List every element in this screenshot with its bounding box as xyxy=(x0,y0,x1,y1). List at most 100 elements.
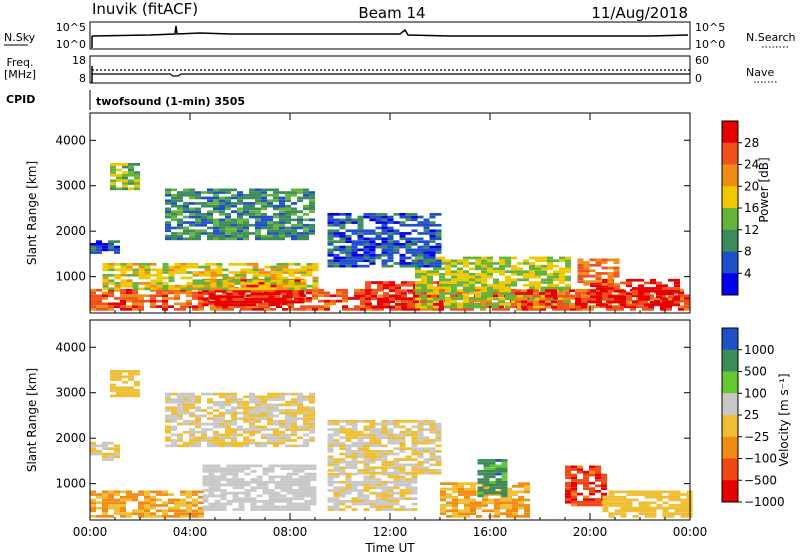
heatmap-cell xyxy=(399,478,406,481)
heatmap-cell xyxy=(363,450,370,453)
heatmap-cell xyxy=(255,417,261,420)
heatmap-cell xyxy=(381,466,388,470)
heatmap-cell xyxy=(608,504,615,507)
heatmap-cell xyxy=(590,298,596,301)
heatmap-cell xyxy=(280,494,287,498)
heatmap-cell xyxy=(638,292,644,296)
heatmap-cell xyxy=(180,305,186,308)
heatmap-cell xyxy=(114,240,120,243)
heatmap-cell xyxy=(225,204,231,208)
heatmap-cell xyxy=(216,265,223,269)
heatmap-cell xyxy=(228,279,235,283)
heatmap-cell xyxy=(292,472,299,476)
heatmap-cell xyxy=(369,245,376,249)
heatmap-cell xyxy=(457,289,463,293)
heatmap-cell xyxy=(250,480,257,484)
heatmap-cell xyxy=(363,256,370,260)
heatmap-cell xyxy=(132,282,139,285)
heatmap-cell xyxy=(304,464,311,468)
heatmap-cell xyxy=(535,264,541,268)
heatmap-cell xyxy=(405,455,412,459)
heatmap-cell xyxy=(198,490,204,494)
heatmap-cell xyxy=(183,403,189,407)
heatmap-cell xyxy=(294,308,300,311)
heatmap-cell xyxy=(470,490,476,494)
heatmap-cell xyxy=(429,439,436,442)
heatmap-cell xyxy=(238,292,245,296)
heatmap-cell xyxy=(569,289,575,293)
heatmap-cell xyxy=(429,450,436,453)
heatmap-cell xyxy=(292,494,299,498)
heatmap-cell xyxy=(499,264,505,268)
heatmap-cell xyxy=(565,256,571,260)
heatmap-cell xyxy=(256,292,263,296)
heatmap-cell xyxy=(256,300,263,304)
heatmap-cell xyxy=(401,294,407,298)
heatmap-cell xyxy=(613,283,620,286)
heatmap-cell xyxy=(126,294,132,298)
heatmap-cell xyxy=(369,475,376,479)
heatmap-cell xyxy=(638,493,645,496)
heatmap-cell xyxy=(312,308,318,311)
heatmap-cell xyxy=(575,297,581,301)
heatmap-cell xyxy=(393,447,400,450)
heatmap-cell xyxy=(553,275,559,279)
heatmap-cell xyxy=(411,425,418,429)
heatmap-cell xyxy=(511,273,517,276)
heatmap-cell xyxy=(288,271,295,274)
heatmap-cell xyxy=(595,258,602,262)
heatmap-cell xyxy=(183,229,189,233)
heatmap-cell xyxy=(150,501,156,505)
heatmap-cell xyxy=(279,403,285,407)
heatmap-cell xyxy=(481,289,487,293)
heatmap-cell xyxy=(535,275,541,279)
heatmap-cell xyxy=(168,506,174,510)
heatmap-cell xyxy=(231,409,237,412)
heatmap-cell xyxy=(601,258,608,262)
heatmap-cell xyxy=(189,210,195,213)
heatmap-cell xyxy=(252,287,259,291)
heatmap-region xyxy=(327,420,442,475)
heatmap-cell xyxy=(494,509,500,513)
heatmap-cell xyxy=(225,223,231,227)
heatmap-cell xyxy=(668,515,675,518)
heatmap-cell xyxy=(114,284,121,288)
heatmap-cell xyxy=(285,420,291,423)
heatmap-cell xyxy=(261,213,267,216)
heatmap-cell xyxy=(219,444,225,448)
heatmap-cell xyxy=(345,229,352,233)
heatmap-cell xyxy=(276,268,283,272)
heatmap-cell xyxy=(294,263,301,266)
heatmap-cell xyxy=(608,278,614,282)
heatmap-cell xyxy=(256,500,263,503)
heatmap-cell xyxy=(387,480,394,484)
heatmap-cell xyxy=(177,191,183,194)
heatmap-cell xyxy=(375,455,382,459)
heatmap-cell xyxy=(238,467,245,470)
heatmap-cell xyxy=(477,486,484,490)
heatmap-cell xyxy=(493,289,499,293)
heatmap-cell xyxy=(285,213,291,216)
heatmap-cell xyxy=(195,425,201,429)
heatmap-cell xyxy=(180,515,186,518)
heatmap-cell xyxy=(273,428,279,431)
heatmap-cell xyxy=(417,422,424,426)
heatmap-cell xyxy=(429,430,436,434)
heatmap-cell xyxy=(327,444,334,448)
heatmap-cell xyxy=(225,411,231,415)
heatmap-cell xyxy=(204,263,211,266)
heatmap-cell xyxy=(339,436,346,440)
heatmap-cell xyxy=(417,251,424,254)
heatmap-cell xyxy=(327,240,334,243)
heatmap-cell xyxy=(511,294,517,298)
heatmap-cell xyxy=(243,207,249,211)
heatmap-cell xyxy=(279,411,285,415)
heatmap-cell xyxy=(171,188,177,192)
heatmap-cell xyxy=(505,289,511,293)
heatmap-cell xyxy=(365,303,371,306)
heatmap-cell xyxy=(440,512,446,515)
heatmap-cell xyxy=(524,506,530,510)
heatmap-cell xyxy=(327,458,334,461)
heatmap-cell xyxy=(273,409,279,412)
